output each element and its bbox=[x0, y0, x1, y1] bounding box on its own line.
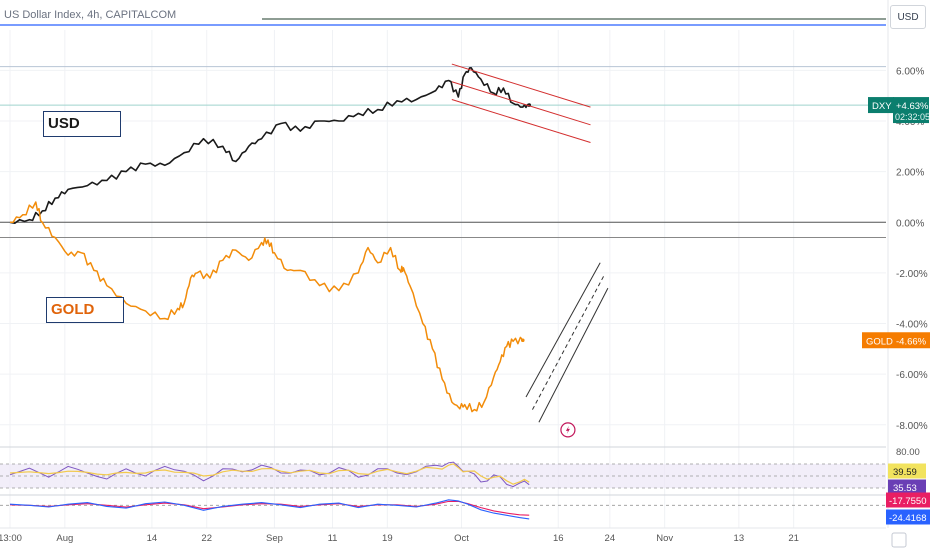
x-tick-label: 24 bbox=[605, 533, 616, 544]
y-tick-label: 2.00% bbox=[896, 168, 924, 179]
uptrend-mid-line bbox=[532, 275, 605, 410]
gold-series-line bbox=[9, 201, 524, 413]
y-tick-label: -4.00% bbox=[896, 320, 928, 331]
macd-value-tag bbox=[886, 492, 930, 508]
rsi-value-tag bbox=[888, 463, 926, 479]
x-tick-label: 13:00 bbox=[0, 533, 22, 544]
dxy-value-label: +4.63% bbox=[896, 101, 929, 112]
gold-annotation-label: GOLD bbox=[51, 301, 95, 318]
rsi-value-label: 39.59 bbox=[893, 467, 917, 478]
x-tick-label: 21 bbox=[788, 533, 799, 544]
rsi-ma-line bbox=[9, 463, 530, 485]
y-tick-label: 0.00% bbox=[896, 218, 924, 229]
macd-value-label: -17.7550 bbox=[889, 496, 927, 507]
rsi-tick-label: 80.00 bbox=[896, 447, 920, 458]
x-tick-label: 19 bbox=[382, 533, 393, 544]
rsi-value-label: 35.53 bbox=[893, 483, 917, 494]
gold-value-label: -4.66% bbox=[896, 336, 927, 347]
dxy-countdown-label: 02:32:05 bbox=[895, 112, 930, 122]
x-tick-label: Aug bbox=[56, 533, 73, 544]
usd-annotation-label: USD bbox=[48, 115, 80, 132]
x-tick-label: 11 bbox=[328, 533, 338, 544]
y-tick-label: -6.00% bbox=[896, 370, 928, 381]
dxy-symbol-label: DXY bbox=[872, 101, 892, 112]
time-axis[interactable]: 13:00 Aug 14 22 Sep 11 19 Oct 16 24 Nov 13 21 bbox=[0, 527, 907, 548]
channel-upper-line bbox=[451, 63, 591, 108]
y-tick-label: -8.00% bbox=[896, 421, 928, 432]
usd-annotation-box[interactable]: USD bbox=[43, 111, 121, 137]
channel-lower-line bbox=[451, 99, 591, 144]
gold-value-tag bbox=[862, 332, 930, 349]
uptrend-upper-line bbox=[525, 262, 601, 398]
drawing-tools bbox=[451, 63, 609, 438]
chart-title: US Dollar Index, 4h, CAPITALCOM bbox=[4, 9, 177, 21]
rsi-value-tag bbox=[888, 479, 926, 495]
dxy-value-tag bbox=[893, 97, 929, 124]
price-axis[interactable]: 6.00%4.00%2.00%0.00%-2.00%-4.00%-6.00%-8… bbox=[887, 0, 928, 528]
macd-value-label: -24.4168 bbox=[889, 513, 927, 524]
currency-scale-button[interactable]: USD bbox=[890, 5, 926, 29]
x-tick-label: 22 bbox=[201, 533, 212, 544]
gold-last-point bbox=[520, 338, 525, 343]
x-tick-label: 13 bbox=[734, 533, 745, 544]
macd-line bbox=[9, 499, 530, 520]
gold-annotation-box[interactable]: GOLD bbox=[46, 297, 124, 323]
lightning-bolt-glyph bbox=[565, 425, 570, 434]
y-tick-label: 6.00% bbox=[896, 66, 924, 77]
x-tick-label: Sep bbox=[266, 533, 283, 544]
channel-mid-line bbox=[451, 81, 591, 126]
y-tick-label: -2.00% bbox=[896, 269, 928, 280]
indicator-panes bbox=[0, 446, 886, 520]
reference-lines bbox=[0, 18, 886, 238]
x-tick-label: 16 bbox=[553, 533, 564, 544]
gold-symbol-label: GOLD bbox=[866, 336, 893, 347]
settings-icon[interactable] bbox=[891, 532, 907, 548]
x-tick-label: Nov bbox=[656, 533, 673, 544]
uptrend-lower-line bbox=[538, 287, 609, 423]
price-tags: 39.59 35.53 -17.7550 -24.4168 DXY +4.63%02:32… bbox=[862, 97, 930, 525]
dxy-symbol-tag bbox=[868, 97, 894, 114]
x-tick-label: 14 bbox=[147, 533, 158, 544]
macd-value-tag bbox=[886, 509, 930, 525]
x-tick-label: Oct bbox=[454, 533, 469, 544]
usd-series-line bbox=[9, 67, 530, 224]
